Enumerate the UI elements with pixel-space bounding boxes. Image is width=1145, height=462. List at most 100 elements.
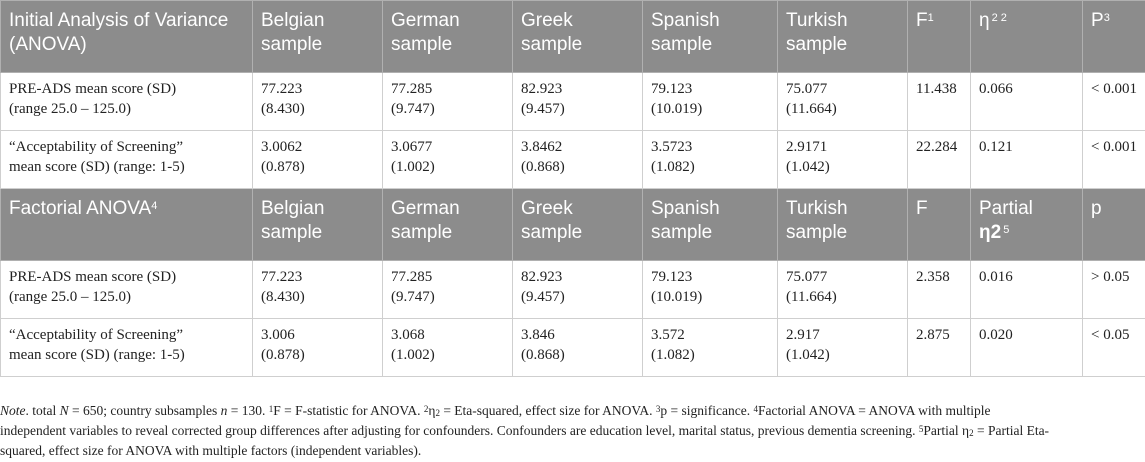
- mean-value: 3.0677: [391, 139, 433, 155]
- cell-eta: 0.016: [970, 260, 1083, 319]
- header-col-label: Greek: [521, 10, 573, 31]
- table-note: Note. total N = 650; country subsamples …: [0, 401, 1140, 461]
- header-col-p: p: [1082, 188, 1145, 261]
- cell-belgian: 77.223 (8.430): [252, 260, 383, 319]
- mean-value: 82.923: [521, 269, 563, 285]
- header-col-label: sample: [261, 34, 323, 55]
- sd-value: (8.430): [261, 101, 305, 117]
- cell-spanish: 79.123 (10.019): [642, 260, 778, 319]
- header-col-label: sample: [261, 222, 323, 243]
- mean-value: 77.285: [391, 269, 433, 285]
- header-title: Factorial ANOVA: [9, 198, 152, 219]
- header-col-label: sample: [391, 34, 453, 55]
- table-row: “Acceptability of Screening” mean score …: [0, 318, 1145, 377]
- sd-value: (1.042): [786, 347, 830, 363]
- mean-value: 75.077: [786, 269, 828, 285]
- sd-value: (1.082): [651, 347, 695, 363]
- header-col-label: sample: [786, 222, 848, 243]
- cell-belgian: 3.0062 (0.878): [252, 130, 383, 189]
- header-col-label: German: [391, 198, 460, 219]
- note-line1: Note. total N = 650; country subsamples …: [0, 401, 1140, 421]
- sd-value: (1.002): [391, 159, 435, 175]
- mean-value: 77.223: [261, 81, 303, 97]
- cell-german: 77.285 (9.747): [382, 260, 513, 319]
- cell-turkish: 75.077 (11.664): [777, 72, 908, 131]
- sd-value: (1.002): [391, 347, 435, 363]
- note-text: = Eta-squared, effect size for ANOVA.: [439, 403, 656, 418]
- header-col-spanish: Spanish sample: [642, 188, 778, 261]
- header-col-turkish: Turkish sample: [777, 188, 908, 261]
- footnote-marker: 3: [1103, 12, 1110, 24]
- header-col-label: sample: [651, 222, 713, 243]
- cell-greek: 3.846 (0.868): [512, 318, 643, 377]
- footnote-marker: 2 2: [991, 12, 1007, 24]
- header-title-factorial-anova: Factorial ANOVA4: [0, 188, 253, 261]
- sd-value: (11.664): [786, 101, 837, 117]
- mean-value: 77.285: [391, 81, 433, 97]
- cell-greek: 3.8462 (0.868): [512, 130, 643, 189]
- mean-value: 3.0062: [261, 139, 303, 155]
- cell-p: < 0.001: [1082, 130, 1145, 189]
- cell-spanish: 3.572 (1.082): [642, 318, 778, 377]
- cell-greek: 82.923 (9.457): [512, 260, 643, 319]
- cell-belgian: 3.006 (0.878): [252, 318, 383, 377]
- header-eta-label: η2: [979, 222, 1002, 243]
- header-col-label: Turkish: [786, 198, 848, 219]
- mean-value: 79.123: [651, 81, 693, 97]
- header-col-greek: Greek sample: [512, 188, 643, 261]
- note-line2: independent variables to reveal correcte…: [0, 421, 1140, 441]
- sd-value: (9.747): [391, 289, 435, 305]
- sd-value: (11.664): [786, 289, 837, 305]
- cell-spanish: 3.5723 (1.082): [642, 130, 778, 189]
- mean-value: 2.9171: [786, 139, 828, 155]
- cell-eta: 0.121: [970, 130, 1083, 189]
- row-label-line2: mean score (SD) (range: 1-5): [9, 159, 185, 175]
- note-text: = 650; country subsamples: [68, 403, 221, 418]
- note-text: = Partial Eta-: [973, 423, 1050, 438]
- mean-value: 79.123: [651, 269, 693, 285]
- header-col-f: F: [907, 188, 971, 261]
- cell-turkish: 75.077 (11.664): [777, 260, 908, 319]
- note-text: squared, effect size for ANOVA with mult…: [0, 443, 422, 458]
- row-label: PRE-ADS mean score (SD) (range 25.0 – 12…: [0, 260, 253, 319]
- header-col-german: German sample: [382, 188, 513, 261]
- note-text: p = significance.: [660, 403, 754, 418]
- footnote-marker: 1: [268, 404, 274, 414]
- cell-eta: 0.020: [970, 318, 1083, 377]
- header-col-label: Belgian: [261, 198, 325, 219]
- row-label-line2: (range 25.0 – 125.0): [9, 289, 132, 305]
- header-col-label: sample: [521, 34, 583, 55]
- footnote-marker: 4: [753, 404, 758, 414]
- header-col-greek: Greek sample: [512, 0, 643, 73]
- mean-value: 3.5723: [651, 139, 693, 155]
- mean-value: 75.077: [786, 81, 828, 97]
- header-col-p: P3: [1082, 0, 1145, 73]
- table-row: “Acceptability of Screening” mean score …: [0, 130, 1145, 189]
- header-col-label: Greek: [521, 198, 573, 219]
- header-row-factorial-anova: Factorial ANOVA4 Belgian sample German s…: [0, 188, 1145, 261]
- results-table: Initial Analysis of Variance (ANOVA) Bel…: [0, 0, 1145, 377]
- header-col-partial-eta: Partial η2 5: [970, 188, 1083, 261]
- note-label: Note: [0, 403, 26, 418]
- header-eta-label: η: [979, 10, 990, 31]
- cell-f: 2.358: [907, 260, 971, 319]
- header-title-line2: (ANOVA): [9, 34, 87, 55]
- note-subscript: 2: [435, 408, 440, 418]
- cell-eta: 0.066: [970, 72, 1083, 131]
- note-text: N: [59, 403, 69, 418]
- sd-value: (0.878): [261, 159, 305, 175]
- header-title-line1: Initial Analysis of Variance: [9, 10, 229, 31]
- cell-f: 11.438: [907, 72, 971, 131]
- cell-belgian: 77.223 (8.430): [252, 72, 383, 131]
- header-col-spanish: Spanish sample: [642, 0, 778, 73]
- footnote-marker: 3: [655, 404, 661, 414]
- header-col-label: Turkish: [786, 10, 848, 31]
- table-row: PRE-ADS mean score (SD) (range 25.0 – 12…: [0, 260, 1145, 319]
- header-col-german: German sample: [382, 0, 513, 73]
- sd-value: (1.082): [651, 159, 695, 175]
- cell-p: < 0.05: [1082, 318, 1145, 377]
- header-col-label: sample: [391, 222, 453, 243]
- cell-p: > 0.05: [1082, 260, 1145, 319]
- mean-value: 3.846: [521, 327, 555, 343]
